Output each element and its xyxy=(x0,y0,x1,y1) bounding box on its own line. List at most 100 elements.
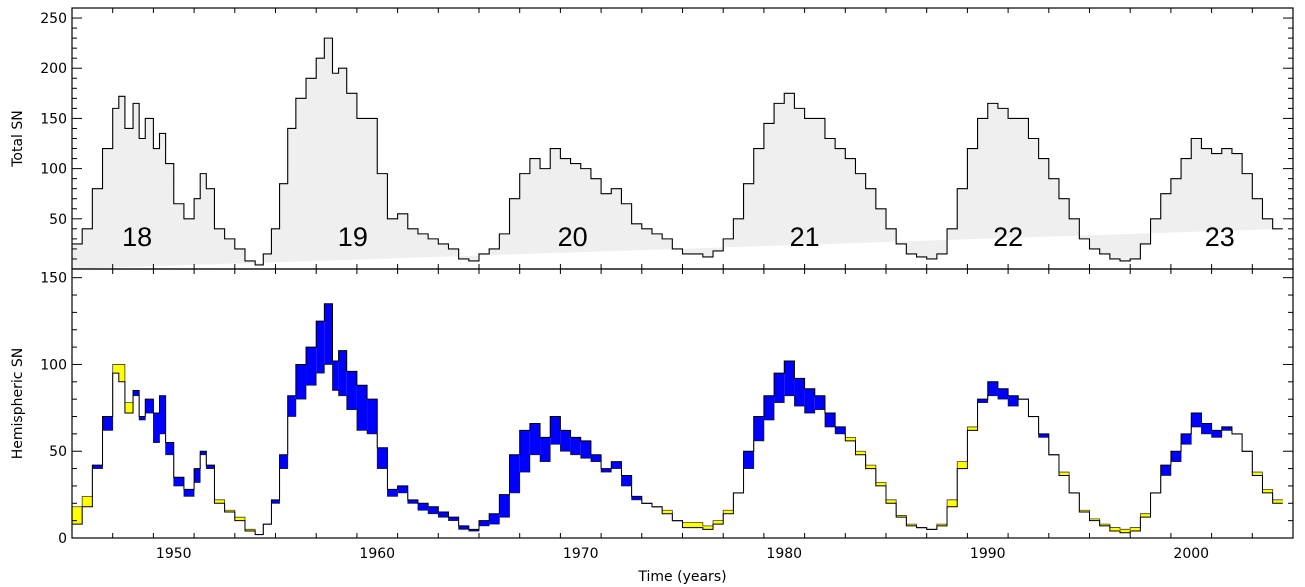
hemispheric-difference-bar xyxy=(397,485,408,493)
north-sn-line xyxy=(72,303,1283,536)
cycle-label-22: 22 xyxy=(993,222,1023,252)
hemispheric-difference-bar xyxy=(540,437,551,462)
hemispheric-difference-bar xyxy=(550,416,561,445)
hemispheric-difference-bar xyxy=(804,388,815,414)
hemispheric-difference-bar xyxy=(1211,430,1222,438)
hemispheric-difference-bar xyxy=(855,451,866,455)
hemispheric-difference-bar xyxy=(987,381,998,396)
hemispheric-difference-bar xyxy=(906,524,917,526)
hemispheric-difference-bar xyxy=(896,515,907,518)
hemispheric-difference-bar xyxy=(529,423,541,455)
hemispheric-difference-bar xyxy=(611,461,622,469)
hemispheric-difference-bar xyxy=(947,499,958,507)
time-x-tick-label: 1980 xyxy=(766,546,802,562)
hemispheric-difference-bar xyxy=(458,525,469,530)
hemispheric-difference-bar xyxy=(936,524,948,526)
hemispheric-difference-bar xyxy=(662,510,673,514)
hemispheric-difference-bar xyxy=(1252,472,1263,476)
hemispheric-difference-bar xyxy=(1181,433,1192,445)
hemispheric-difference-bar xyxy=(1191,413,1202,427)
hemispheric-difference-bar xyxy=(713,520,724,525)
hemispheric-difference-bar xyxy=(1079,510,1090,512)
total-sn-line xyxy=(72,37,1283,266)
south-sn-line xyxy=(72,364,1283,535)
hemispheric-difference-bar xyxy=(702,525,714,530)
hemispheric-difference-bar xyxy=(1221,426,1232,431)
hemispheric-difference-bar xyxy=(324,303,333,365)
hemispheric-difference-bar xyxy=(489,513,500,525)
cycle-label-19: 19 xyxy=(338,222,368,252)
hemispheric-difference-bar xyxy=(519,430,530,473)
cycle-label-21: 21 xyxy=(790,222,820,252)
hemispheric-difference-bar xyxy=(165,442,174,455)
hemispheric-difference-bar xyxy=(338,350,347,396)
hemispheric-difference-bar xyxy=(428,506,439,514)
hemispheric-difference-bar xyxy=(377,447,388,469)
hemispheric-difference-bar xyxy=(124,402,134,414)
hemispheric-difference-bar xyxy=(417,503,429,511)
time-x-tick-label: 1960 xyxy=(359,546,395,562)
hemispheric-difference-bar xyxy=(967,426,978,431)
hemispheric-difference-bar xyxy=(1099,524,1110,526)
time-x-tick-label: 2000 xyxy=(1173,546,1209,562)
total-sn-y-axis-label: Total SN xyxy=(10,110,26,168)
hemispheric-difference-bar xyxy=(499,494,510,518)
hemispheric-difference-bar xyxy=(774,373,785,403)
hemispheric-difference-bar xyxy=(139,416,146,420)
hemispheric-difference-bar xyxy=(118,364,125,382)
hemispheric-difference-bar xyxy=(1089,518,1100,521)
hemispheric-difference-bar xyxy=(886,499,897,504)
hemispheric-difference-bar xyxy=(387,489,398,497)
hemispheric-difference-bar xyxy=(1170,451,1182,462)
hemispheric-difference-bar xyxy=(306,347,317,386)
time-x-axis-label: Time (years) xyxy=(637,569,726,585)
hemispheric-difference-bar xyxy=(682,522,693,528)
hemispheric-difference-bar xyxy=(560,430,571,452)
hemispheric-difference-bar xyxy=(621,475,632,486)
hemispheric-difference-bar xyxy=(316,321,325,374)
hemispheric-difference-bar xyxy=(468,529,479,532)
hemispheric-difference-bar xyxy=(1272,499,1283,504)
hemispheric-difference-bar xyxy=(367,399,378,434)
hemispheric-difference-bar xyxy=(279,454,288,469)
hemispheric-difference-bar xyxy=(814,395,825,410)
hemispheric-difference-bar xyxy=(1262,489,1273,493)
hemispheric-difference-bar xyxy=(875,482,886,486)
hemispheric-sn-y-tick-label: 100 xyxy=(40,357,67,373)
hemispheric-difference-bar xyxy=(865,465,876,469)
hemispheric-difference-bar xyxy=(407,499,418,504)
hemispheric-difference-bar xyxy=(438,511,449,518)
hemispheric-difference-bar xyxy=(194,468,201,483)
hemispheric-sn-y-axis-label: Hemispheric SN xyxy=(10,348,26,460)
hemispheric-difference-bar xyxy=(1109,527,1121,532)
hemispheric-difference-bar xyxy=(1201,423,1212,434)
hemispheric-difference-bar xyxy=(1160,465,1171,476)
hemispheric-difference-bar xyxy=(1130,527,1141,532)
hemispheric-difference-bar xyxy=(631,496,642,500)
hemispheric-difference-bar xyxy=(977,399,988,403)
hemispheric-sn-y-tick-label: 50 xyxy=(49,444,67,460)
hemispheric-difference-bar xyxy=(448,517,459,521)
hemispheric-difference-bar xyxy=(206,465,215,469)
total-sn-area-fill xyxy=(72,38,1283,269)
hemispheric-difference-bar xyxy=(244,529,256,532)
total-sn-y-tick-label: 150 xyxy=(40,111,67,127)
hemispheric-difference-bar xyxy=(957,461,968,469)
hemispheric-difference-bar xyxy=(159,395,166,434)
hemispheric-difference-bar xyxy=(570,437,581,455)
hemispheric-difference-bar xyxy=(479,520,490,526)
time-x-tick-label: 1950 xyxy=(156,546,192,562)
hemispheric-difference-bar xyxy=(214,499,225,504)
hemispheric-difference-bar xyxy=(112,364,119,374)
hemispheric-difference-bar xyxy=(845,437,856,441)
hemispheric-sn-panel: 0 50 100 150 1950 1960 1970 1980 1990 2000 Hemisp… xyxy=(10,268,1294,585)
hemispheric-difference-bar xyxy=(82,496,93,507)
hemispheric-difference-bar xyxy=(1120,529,1131,533)
hemispheric-difference-bar xyxy=(173,477,184,486)
hemispheric-difference-bar xyxy=(234,517,245,521)
hemispheric-difference-bar xyxy=(102,416,113,431)
hemispheric-difference-bar xyxy=(295,364,307,400)
cycle-label-23: 23 xyxy=(1205,222,1235,252)
hemispheric-difference-bar xyxy=(1058,472,1070,476)
